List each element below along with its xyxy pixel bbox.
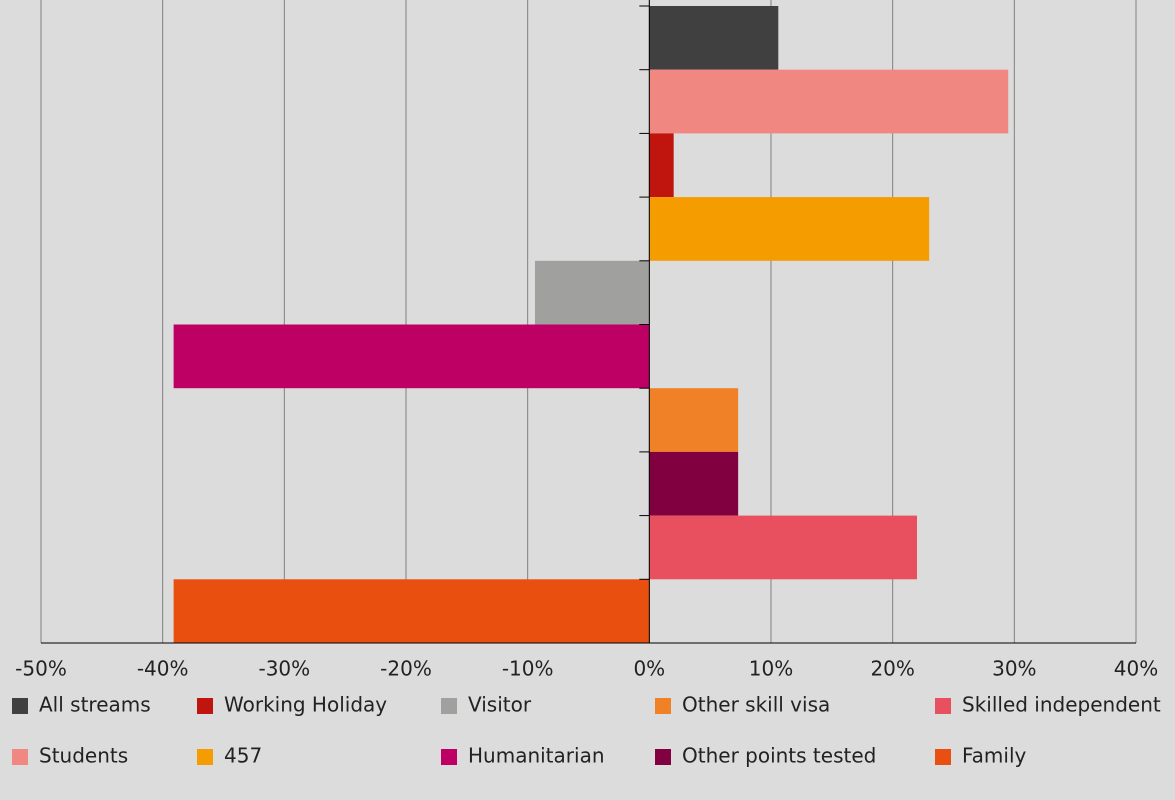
legend-label: Family [962, 744, 1027, 768]
bar [173, 324, 650, 389]
legend-swatch [441, 698, 457, 714]
legend-label: Other points tested [682, 744, 876, 768]
legend-label: Working Holiday [224, 693, 387, 717]
legend-swatch [935, 698, 951, 714]
legend-label: Other skill visa [682, 693, 830, 717]
bar [534, 260, 650, 325]
x-tick-label: -30% [258, 657, 310, 681]
bar [649, 515, 917, 580]
x-tick-label: 20% [870, 657, 914, 681]
bar [649, 6, 779, 70]
legend-label: 457 [224, 744, 262, 768]
legend-label: Visitor [468, 693, 532, 717]
legend-swatch [441, 749, 457, 765]
bar [173, 579, 650, 643]
legend-label: All streams [39, 693, 151, 717]
x-tick-label: -10% [502, 657, 554, 681]
legend-swatch [12, 698, 28, 714]
legend-swatch [935, 749, 951, 765]
legend-label: Humanitarian [468, 744, 605, 768]
legend-label: Skilled independent [962, 693, 1161, 717]
legend-swatch [197, 749, 213, 765]
legend-swatch [655, 698, 671, 714]
bar [649, 69, 1009, 134]
x-tick-label: 0% [633, 657, 665, 681]
legend-swatch [12, 749, 28, 765]
bar [649, 197, 930, 261]
x-tick-label: -40% [137, 657, 189, 681]
x-tick-label: 10% [749, 657, 793, 681]
x-tick-label: 30% [992, 657, 1036, 681]
legend-swatch [655, 749, 671, 765]
legend-label: Students [39, 744, 128, 768]
x-tick-label: -50% [15, 657, 67, 681]
bar [649, 388, 739, 452]
x-tick-label: -20% [380, 657, 432, 681]
bar [649, 451, 739, 516]
legend-swatch [197, 698, 213, 714]
bar [649, 133, 674, 198]
x-tick-label: 40% [1114, 657, 1158, 681]
